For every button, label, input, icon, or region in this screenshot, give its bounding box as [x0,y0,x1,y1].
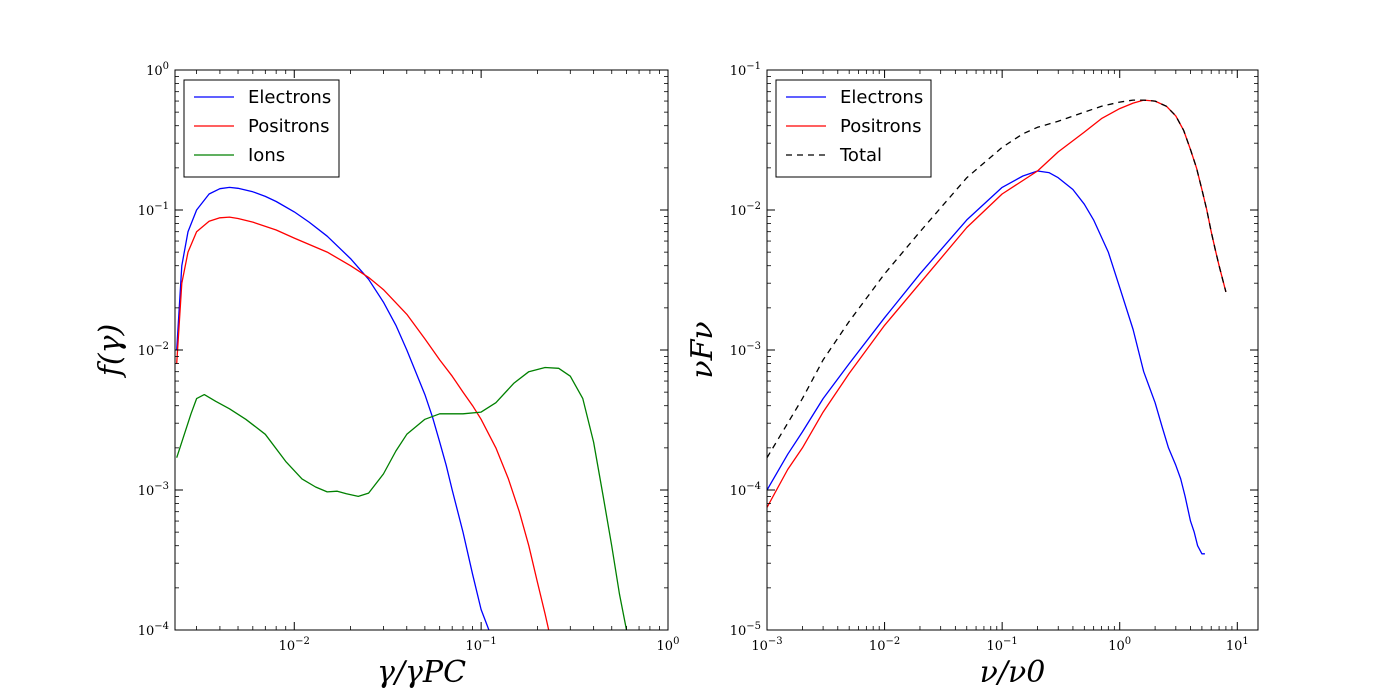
y-tick-label: 10−2 [730,201,761,219]
y-tick-label: 10−3 [730,341,761,359]
legend: Electrons Positrons Total [775,79,932,178]
y-tick-label: 10−3 [138,481,169,499]
y-tick-label: 10−4 [730,481,761,499]
y-tick-label: 10−5 [730,621,761,639]
legend-label-ions: Ions [248,145,285,166]
series-line-total [767,99,1227,459]
legend-label-positrons: Positrons [840,116,921,137]
y-axis-label: νFν [685,321,720,378]
x-tick-label: 10−2 [279,636,310,654]
series-group [176,186,628,630]
x-tick-label: 10−3 [751,636,782,654]
x-tick-label: 100 [657,636,680,654]
y-axis-label: f(γ) [93,324,128,378]
series-line-positrons [176,216,550,630]
series-line-electrons [767,170,1205,555]
x-tick-label: 101 [1226,636,1249,654]
y-tick-label: 100 [146,61,169,79]
legend-box [183,79,340,178]
y-tick-label: 10−1 [730,61,761,79]
x-tick-label: 10−1 [465,636,496,654]
series-line-electrons [176,186,490,630]
chart-right: 10−3 10−2 10−1 100 10110−510−410−310−210−1ν/… [685,61,1259,690]
legend-box [775,79,932,178]
legend-label-total: Total [839,145,882,166]
legend-label-positrons: Positrons [248,116,329,137]
x-tick-label: 100 [1108,636,1131,654]
y-tick-label: 10−2 [138,341,169,359]
x-tick-label: 10−2 [869,636,900,654]
series-group [767,99,1227,555]
y-tick-label: 10−4 [138,621,169,639]
chart-left: 10−2 10−1 100 10−4 10−3 10−2 10−1 100 γ/γPC f(γ) E… [93,61,679,690]
legend-label-electrons: Electrons [840,87,923,108]
legend: Electrons Positrons Ions [183,79,340,178]
legend-label-electrons: Electrons [248,87,331,108]
y-tick-label: 10−1 [138,201,169,219]
x-tick-label: 10−1 [986,636,1017,654]
series-line-ions [176,366,628,630]
x-axis-label: ν/ν0 [980,655,1046,690]
x-axis-label: γ/γPC [377,655,466,690]
